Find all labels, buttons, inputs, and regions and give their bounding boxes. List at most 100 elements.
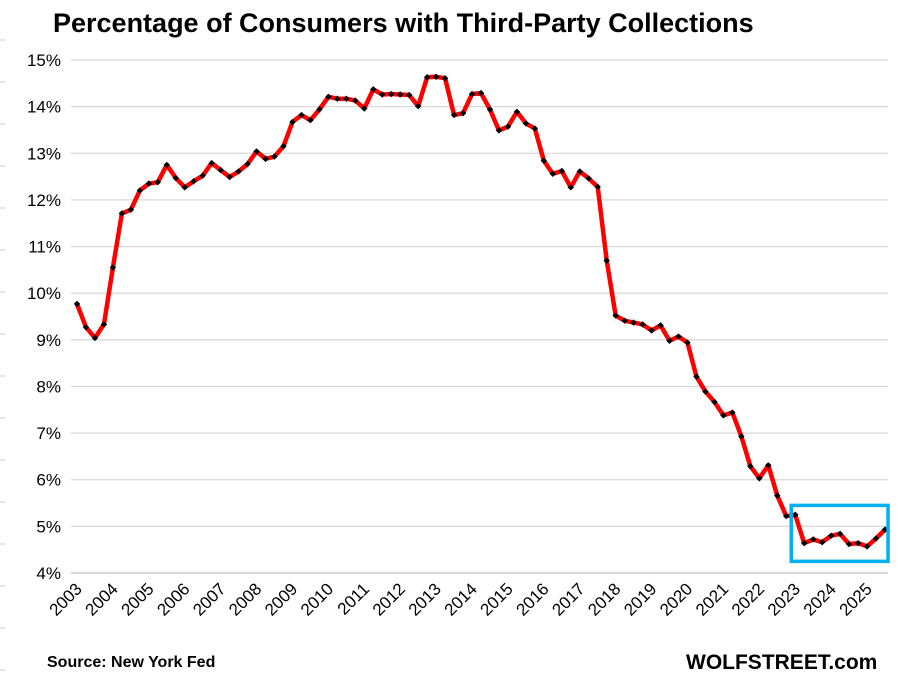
axes — [0, 39, 888, 671]
x-tick-label: 2015 — [477, 579, 517, 619]
highlight-region — [789, 503, 890, 564]
data-point — [621, 317, 628, 324]
data-point — [405, 91, 413, 99]
y-tick-label: 11% — [28, 238, 61, 257]
data-point — [702, 388, 709, 395]
data-point — [801, 539, 808, 547]
data-point — [190, 178, 197, 185]
data-point — [118, 210, 126, 217]
x-tick-label: 2020 — [656, 579, 696, 619]
x-tick-label: 2023 — [764, 579, 804, 619]
data-point — [594, 183, 601, 191]
data-point — [127, 206, 135, 213]
x-tick-label: 2004 — [82, 579, 122, 619]
data-point — [792, 511, 799, 518]
x-tick-label: 2017 — [548, 579, 588, 619]
data-point — [558, 167, 565, 175]
data-point — [235, 168, 242, 175]
data-point — [756, 475, 763, 482]
y-tick-label: 10% — [27, 284, 61, 303]
y-tick-label: 13% — [27, 144, 61, 163]
data-point — [91, 334, 99, 342]
x-tick-label: 2021 — [692, 579, 732, 619]
data-point — [774, 492, 781, 499]
data-series — [74, 74, 888, 549]
data-point — [549, 170, 557, 177]
data-point — [316, 106, 323, 113]
x-tick-label: 2009 — [261, 579, 301, 619]
x-tick-label: 2022 — [728, 579, 768, 619]
data-point — [208, 159, 215, 167]
x-tick-label: 2014 — [441, 579, 481, 619]
data-point — [630, 319, 637, 326]
data-point — [531, 125, 539, 132]
data-point — [693, 373, 700, 380]
x-tick-label: 2019 — [620, 579, 660, 619]
x-tick-label: 2003 — [46, 579, 86, 619]
x-tick-labels: 2003200420052006200720082009201020112012… — [46, 579, 876, 619]
data-point — [262, 155, 269, 163]
x-tick-label: 2016 — [512, 579, 552, 619]
data-point — [522, 120, 530, 127]
x-tick-label: 2011 — [334, 579, 373, 618]
data-point — [379, 91, 386, 98]
data-point — [370, 86, 377, 93]
x-tick-label: 2007 — [189, 579, 229, 619]
data-point — [603, 257, 610, 264]
data-point — [567, 184, 574, 191]
data-point — [172, 174, 179, 182]
data-point — [585, 175, 592, 182]
data-point — [818, 539, 826, 546]
data-point — [729, 409, 736, 416]
data-point — [163, 161, 170, 169]
data-point — [639, 321, 646, 328]
data-point — [325, 93, 332, 101]
x-tick-label: 2010 — [297, 579, 337, 619]
data-point — [100, 321, 108, 328]
data-point — [271, 153, 278, 160]
x-tick-label: 2018 — [584, 579, 624, 619]
data-point — [334, 95, 341, 102]
data-point — [845, 540, 853, 548]
grid-lines — [71, 59, 888, 528]
data-point — [684, 339, 691, 346]
data-point — [82, 324, 90, 331]
data-point — [388, 90, 395, 98]
data-point — [666, 337, 673, 344]
data-point — [136, 187, 144, 194]
data-point — [145, 180, 153, 187]
data-point — [576, 168, 583, 175]
data-point — [423, 74, 431, 81]
y-tick-label: 7% — [36, 424, 61, 443]
data-point — [181, 184, 188, 191]
data-point — [352, 97, 359, 104]
data-point — [73, 300, 81, 308]
data-point — [361, 105, 368, 112]
x-tick-label: 2013 — [405, 579, 445, 619]
data-point — [495, 127, 503, 134]
series-line — [74, 74, 888, 549]
x-tick-label: 2024 — [800, 579, 840, 619]
data-point — [648, 327, 655, 334]
data-point — [343, 95, 350, 102]
y-tick-label: 4% — [36, 564, 61, 583]
data-point — [854, 539, 862, 547]
data-point — [226, 173, 233, 181]
data-point — [612, 312, 619, 319]
y-tick-labels: 4% 5% 6% 7% 8% 9% 10% 11% 12% 13% 14% 15% — [27, 51, 61, 583]
brand-watermark: WOLFSTREET.com — [686, 651, 878, 674]
x-tick-label: 2012 — [369, 579, 409, 619]
data-point — [486, 106, 494, 113]
data-point — [783, 512, 790, 520]
data-point — [765, 462, 772, 469]
data-point — [432, 73, 440, 80]
data-point — [253, 148, 260, 155]
y-tick-label: 5% — [36, 517, 61, 536]
highlight-box — [789, 503, 890, 564]
x-tick-label: 2005 — [117, 579, 157, 619]
data-point — [450, 111, 458, 119]
data-point — [711, 398, 718, 406]
data-point — [657, 322, 664, 329]
data-point — [109, 264, 117, 271]
